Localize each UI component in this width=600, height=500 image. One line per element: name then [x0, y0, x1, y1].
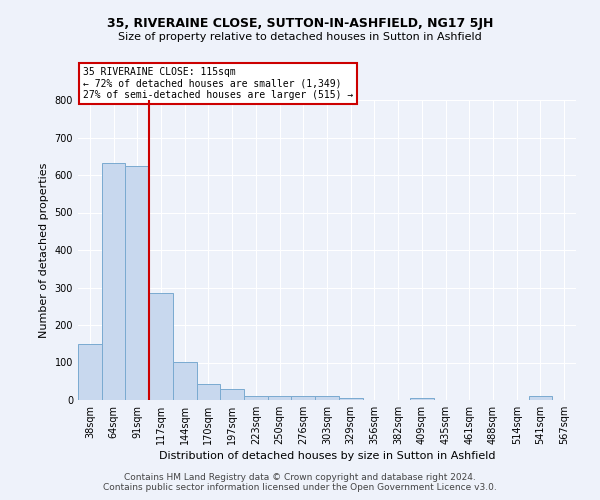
Bar — [78, 344, 102, 400]
Bar — [125, 166, 149, 400]
Bar — [197, 384, 220, 400]
Bar — [529, 396, 552, 400]
Text: Size of property relative to detached houses in Sutton in Ashfield: Size of property relative to detached ho… — [118, 32, 482, 42]
Bar — [244, 396, 268, 400]
Bar — [220, 389, 244, 400]
Text: 35, RIVERAINE CLOSE, SUTTON-IN-ASHFIELD, NG17 5JH: 35, RIVERAINE CLOSE, SUTTON-IN-ASHFIELD,… — [107, 18, 493, 30]
Bar — [173, 362, 197, 400]
X-axis label: Distribution of detached houses by size in Sutton in Ashfield: Distribution of detached houses by size … — [159, 451, 495, 461]
Bar — [339, 398, 362, 400]
Text: 35 RIVERAINE CLOSE: 115sqm
← 72% of detached houses are smaller (1,349)
27% of s: 35 RIVERAINE CLOSE: 115sqm ← 72% of deta… — [83, 67, 353, 100]
Y-axis label: Number of detached properties: Number of detached properties — [39, 162, 49, 338]
Bar — [410, 398, 434, 400]
Bar — [292, 396, 315, 400]
Text: Contains HM Land Registry data © Crown copyright and database right 2024.
Contai: Contains HM Land Registry data © Crown c… — [103, 473, 497, 492]
Bar — [268, 396, 292, 400]
Bar — [149, 292, 173, 400]
Bar — [102, 163, 125, 400]
Bar — [315, 396, 339, 400]
